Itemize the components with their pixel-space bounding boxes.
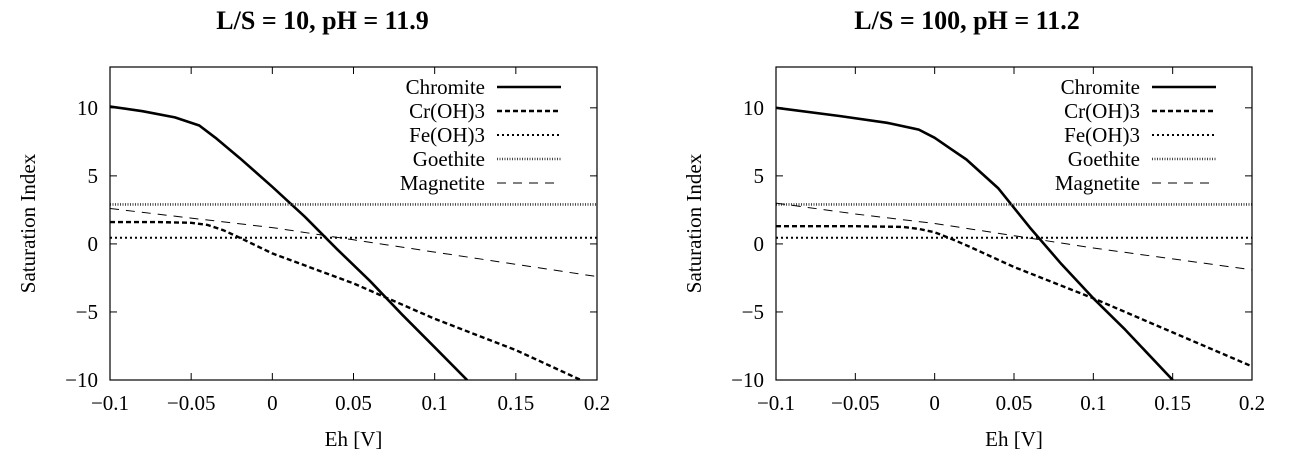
y-tick-label: 0	[88, 232, 99, 256]
y-tick-label: −5	[742, 300, 764, 324]
y-tick-label: −5	[76, 300, 98, 324]
chart-panel-right: L/S = 100, pH = 11.2 −0.1 −0.05 0 0.05 0.1 0.…	[645, 0, 1289, 463]
x-tick-label: 0	[267, 391, 278, 415]
series-line-chromite	[110, 105, 469, 380]
legend-label: Goethite	[1068, 147, 1140, 171]
x-axis-label: Eh [V]	[985, 427, 1043, 451]
series-line-magnetite	[110, 208, 597, 278]
series-line-magnetite	[776, 202, 1252, 271]
legend-label: Fe(OH)3	[409, 123, 485, 147]
series-line-cr-oh-3	[110, 220, 582, 380]
y-tick-label: 5	[754, 164, 765, 188]
plot-area	[776, 106, 1252, 380]
y-tick-label: −10	[731, 368, 764, 392]
x-tick-label: 0.1	[1080, 391, 1106, 415]
chart-panel-left: L/S = 10, pH = 11.9 −0.1 −0.05 0 0.05 0.1 0.1…	[16, 6, 610, 451]
y-tick-label: 5	[88, 164, 99, 188]
y-axis-label: Saturation Index	[16, 153, 40, 293]
legend-label: Cr(OH)3	[409, 99, 485, 123]
x-tick-label: 0.05	[996, 391, 1033, 415]
legend-label: Chromite	[1061, 75, 1140, 99]
legend-label: Magnetite	[1055, 171, 1140, 195]
legend-label: Magnetite	[400, 171, 485, 195]
legend-label: Chromite	[406, 75, 485, 99]
plot-area	[110, 105, 597, 380]
chart-title: L/S = 100, pH = 11.2	[854, 6, 1080, 35]
y-tick-label: 10	[77, 96, 98, 120]
x-tick-label: −0.1	[91, 391, 129, 415]
x-tick-label: 0.1	[422, 391, 448, 415]
chart-left: −0.1 −0.05 0 0.05 0.1 0.15 0.2 −10 −5 0 5 10 Eh [V] S…	[16, 66, 610, 451]
x-axis-label: Eh [V]	[325, 427, 383, 451]
x-tick-label: 0.15	[1154, 391, 1191, 415]
series-line-cr-oh-3	[776, 224, 1252, 368]
x-tick-label: 0.15	[497, 391, 534, 415]
plot-frame	[775, 66, 1253, 381]
chart-right: −0.1 −0.05 0 0.05 0.1 0.15 0.2 −10 −5 0 5 10 Eh [V] S…	[682, 66, 1265, 451]
legend-label: Fe(OH)3	[1064, 123, 1140, 147]
x-tick-label: −0.05	[831, 391, 880, 415]
x-tick-label: −0.1	[757, 391, 795, 415]
y-tick-label: −10	[65, 368, 98, 392]
legend-label: Goethite	[413, 147, 485, 171]
x-tick-label: 0.2	[584, 391, 610, 415]
y-axis-label: Saturation Index	[682, 153, 706, 293]
chart-title: L/S = 10, pH = 11.9	[216, 6, 429, 35]
y-tick-label: 0	[754, 232, 765, 256]
x-tick-label: −0.05	[167, 391, 216, 415]
x-tick-label: 0.05	[335, 391, 372, 415]
x-tick-label: 0	[929, 391, 940, 415]
x-tick-label: 0.2	[1239, 391, 1265, 415]
legend-label: Cr(OH)3	[1064, 99, 1140, 123]
y-tick-label: 10	[743, 96, 764, 120]
